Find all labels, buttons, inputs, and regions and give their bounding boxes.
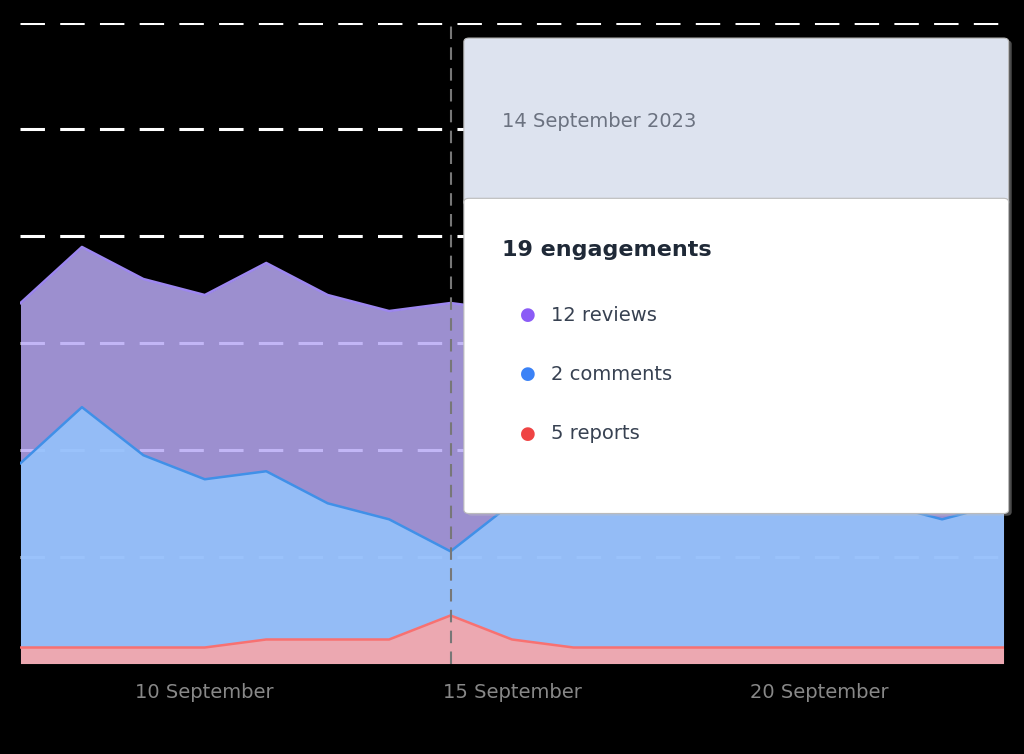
Text: 2 comments: 2 comments — [551, 365, 672, 384]
Text: 19 engagements: 19 engagements — [502, 241, 712, 260]
Text: ●: ● — [520, 366, 536, 384]
Text: ●: ● — [520, 425, 536, 443]
Text: ●: ● — [520, 306, 536, 324]
Text: 12 reviews: 12 reviews — [551, 306, 656, 325]
Text: 14 September 2023: 14 September 2023 — [502, 112, 696, 131]
Text: 5 reports: 5 reports — [551, 424, 640, 443]
